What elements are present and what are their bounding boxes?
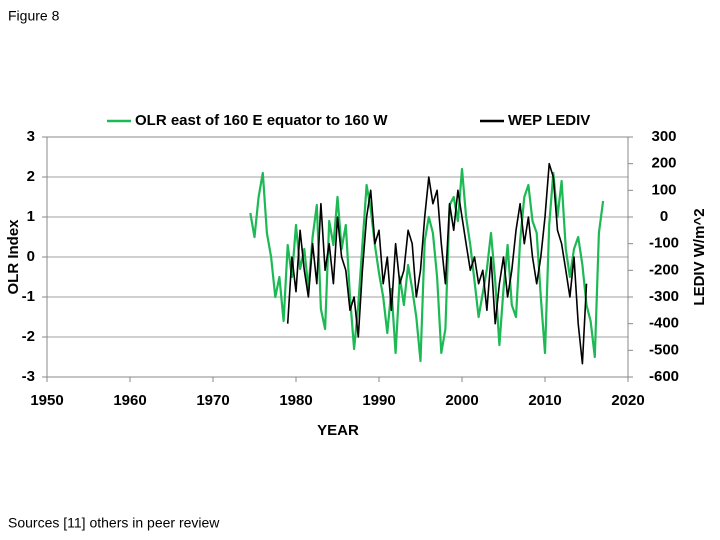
y2-tick-label: -400 xyxy=(649,315,679,332)
y-tick-label: 3 xyxy=(27,128,35,145)
x-tick-label: 2000 xyxy=(445,392,478,409)
y2-tick-label: -100 xyxy=(649,235,679,252)
y2-tick-label: -200 xyxy=(649,261,679,278)
y2-tick-label: 200 xyxy=(651,155,676,172)
y2-tick-label: -300 xyxy=(649,288,679,305)
x-axis-label: YEAR xyxy=(317,422,359,439)
y2-axis-label: LEDIV W/m^2 xyxy=(691,208,708,305)
y2-tick-label: 100 xyxy=(651,181,676,198)
plot-frame xyxy=(46,136,629,378)
y2-tick-label: 300 xyxy=(651,128,676,145)
x-tick-label: 1990 xyxy=(362,392,395,409)
x-tick-label: 1950 xyxy=(30,392,63,409)
series-line xyxy=(286,162,588,365)
x-tick-label: 1980 xyxy=(279,392,312,409)
x-tick-label: 1970 xyxy=(196,392,229,409)
figure-label: Figure 8 xyxy=(8,8,60,24)
y-tick-label: 1 xyxy=(27,208,35,225)
x-tick-label: 2010 xyxy=(528,392,561,409)
x-tick-label: 1960 xyxy=(113,392,146,409)
y-axis-label: OLR Index xyxy=(5,219,22,295)
y2-tick-label: -600 xyxy=(649,368,679,385)
y2-tick-label: -500 xyxy=(649,341,679,358)
y-tick-label: -2 xyxy=(22,328,35,345)
y-tick-label: -1 xyxy=(22,288,35,305)
y-tick-label: -3 xyxy=(22,368,35,385)
x-tick-label: 2020 xyxy=(611,392,644,409)
y-tick-label: 0 xyxy=(27,248,35,265)
y-tick-label: 2 xyxy=(27,168,35,185)
y2-tick-label: 0 xyxy=(660,208,668,225)
legend-label: WEP LEDIV xyxy=(508,112,590,129)
legend-label: OLR east of 160 E equator to 160 W xyxy=(135,112,388,129)
footer-note: Sources [11] others in peer review xyxy=(8,515,220,531)
